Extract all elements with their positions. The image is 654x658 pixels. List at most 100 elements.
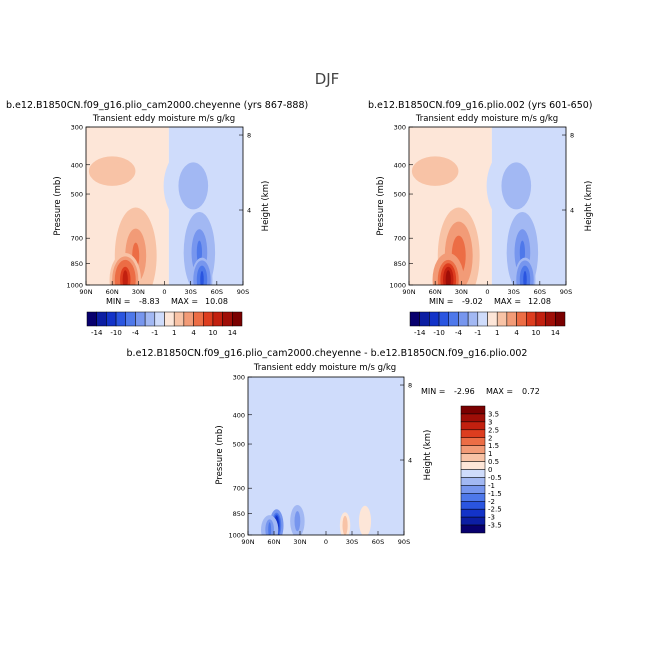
panel-3-contour-3-level-5 [344,518,346,533]
colorbar-diff-label: -1 [488,482,495,490]
colorbar-top-left-swatch [222,311,233,327]
panel-1-contour-5-level-5 [200,270,204,285]
panel-3-xtick-label: 0 [324,538,328,546]
panel-3-xtick-label: 30S [346,538,358,546]
panel-1-xtick-label: 90N [79,288,92,296]
colorbar-diff-label: -3.5 [488,522,502,530]
colorbar-diff-label: -0.5 [488,474,502,482]
colorbar-top-left-swatch [203,311,214,327]
colorbar-diff-label: -2.5 [488,506,502,514]
panel-1-xtick-label: 60N [106,288,119,296]
colorbar-top-right-label: -4 [455,329,463,337]
panel-3-xtick-label: 60S [372,538,384,546]
colorbar-diff-label: 3 [488,418,492,426]
panel-1-ytick-label: 850 [71,260,83,268]
colorbar-diff-label: 2 [488,434,492,442]
panel-2-ytick-label: 500 [394,191,406,199]
panel-3-max-label: MAX = [486,387,513,396]
panel-3-contour-1-level-5 [268,522,272,535]
panel-2-contour-3-level-5 [511,174,522,198]
colorbar-diff-swatch [460,524,486,534]
panel-3-min-label: MIN = [421,387,446,396]
colorbar-top-left-swatch [193,311,204,327]
panel-2-contour-2-level-5 [445,270,451,285]
colorbar-diff-swatch [460,508,486,518]
panel-3-xtick-label: 90N [241,538,254,546]
panel-3-ytick-label: 1000 [228,532,245,540]
colorbar-top-right-swatch [496,311,508,327]
panel-3-ytick-label: 400 [233,411,245,419]
panel-1-y2tick-label: 8 [247,132,251,140]
colorbar-top-left-swatch [154,311,165,327]
panel-3-xtick-label: 30N [293,538,306,546]
colorbar-top-left-label: -1 [151,329,158,337]
colorbar-diff-swatch [460,516,486,526]
colorbar-top-right-swatch [555,311,566,327]
panel-2-xtick-label: 90N [402,288,415,296]
colorbar-top-left-swatch [115,311,126,327]
colorbar-top-right-swatch [409,311,420,327]
colorbar-top-right-label: 10 [531,329,540,337]
colorbar-top-right-swatch [477,311,488,327]
panel-2-ytick-label: 300 [394,124,406,132]
panel-1-contour-2-level-5 [122,270,128,285]
panel-2-ytick-label: 1000 [389,282,406,290]
colorbar-diff-swatch [460,493,486,502]
panel-2-min-label: MIN = [429,297,454,306]
panel-3-xtick-label: 90S [398,538,410,546]
colorbar-top-right-swatch [487,311,498,327]
colorbar-top-left-label: -4 [132,329,140,337]
panel-1-max-value: 10.08 [205,297,228,306]
panel-2-y2label: Height (km) [584,181,594,232]
panel-3: b.e12.B1850CN.f09_g16.plio_cam2000.cheye… [127,348,540,546]
panel-2-y2tick-label: 8 [570,132,574,140]
panel-3-ytick-label: 300 [233,374,245,382]
colorbar-top-right-label: -14 [414,329,426,337]
panel-3-y2tick-label: 8 [408,382,412,390]
panel-2-ytick-label: 850 [394,260,406,268]
colorbar-diff-label: 2.5 [488,426,499,434]
colorbar-diff-swatch [460,461,486,470]
panel-2-contour-5-level-5 [523,270,527,285]
colorbar-diff: 3.532.521.510.50-0.5-1-1.5-2-2.5-3-3.5 [460,405,502,534]
panel-1-ytick-label: 300 [71,124,83,132]
panel-2-title: b.e12.B1850CN.f09_g16.plio.002 (yrs 601-… [368,100,593,111]
panel-3-contour-4-level-5 [362,512,368,531]
panel-1-xtick-label: 90S [237,288,249,296]
colorbar-diff-swatch [460,445,486,454]
colorbar-top-right-swatch [516,311,527,327]
panel-3-max-value: 0.72 [522,387,540,396]
colorbar-diff-swatch [460,421,486,431]
panel-2-y2tick-label: 4 [570,207,574,215]
panel-2-max-label: MAX = [494,297,521,306]
colorbar-top-left-swatch [144,311,156,327]
colorbar-top-left-swatch [164,311,175,327]
colorbar-top-left-label: 10 [208,329,217,337]
panel-3-subtitle: Transient eddy moisture m/s g/kg [253,363,396,373]
panel-1-ylabel: Pressure (mb) [53,176,63,235]
colorbar-top-left-label: 14 [228,329,237,337]
panel-3-xtick-label: 60N [267,538,280,546]
colorbar-top-right-swatch [419,311,430,327]
colorbar-diff-swatch [460,501,486,510]
panel-2-subtitle: Transient eddy moisture m/s g/kg [415,114,558,124]
panel-2-xtick-label: 90S [560,288,572,296]
panel-1-plot: 90N 60N 30N 0 30S 60S 90S 300 400 500 700 850 1000 8 4 [66,124,251,297]
colorbar-top-left-label: -14 [91,329,103,337]
panel-1-contour-0-level-5 [106,162,118,180]
panel-1-xtick-label: 0 [162,288,166,296]
panel-1-y2label: Height (km) [261,181,271,232]
colorbar-diff-swatch [460,485,486,494]
panel-3-y2label: Height (km) [423,430,433,481]
panel-2-xtick-label: 60S [534,288,546,296]
colorbar-top-left: -14 -10 -4 -1 1 4 10 14 [86,311,243,337]
colorbar-top-right-label: 4 [514,329,519,337]
panel-1-max-label: MAX = [171,297,198,306]
colorbar-diff-swatch [460,429,486,438]
panel-2-ytick-label: 700 [394,235,406,243]
colorbar-top-right-swatch [467,311,479,327]
panel-3-ylabel: Pressure (mb) [215,425,225,484]
colorbar-top-left-label: 1 [172,329,176,337]
colorbar-top-right-swatch [526,311,537,327]
